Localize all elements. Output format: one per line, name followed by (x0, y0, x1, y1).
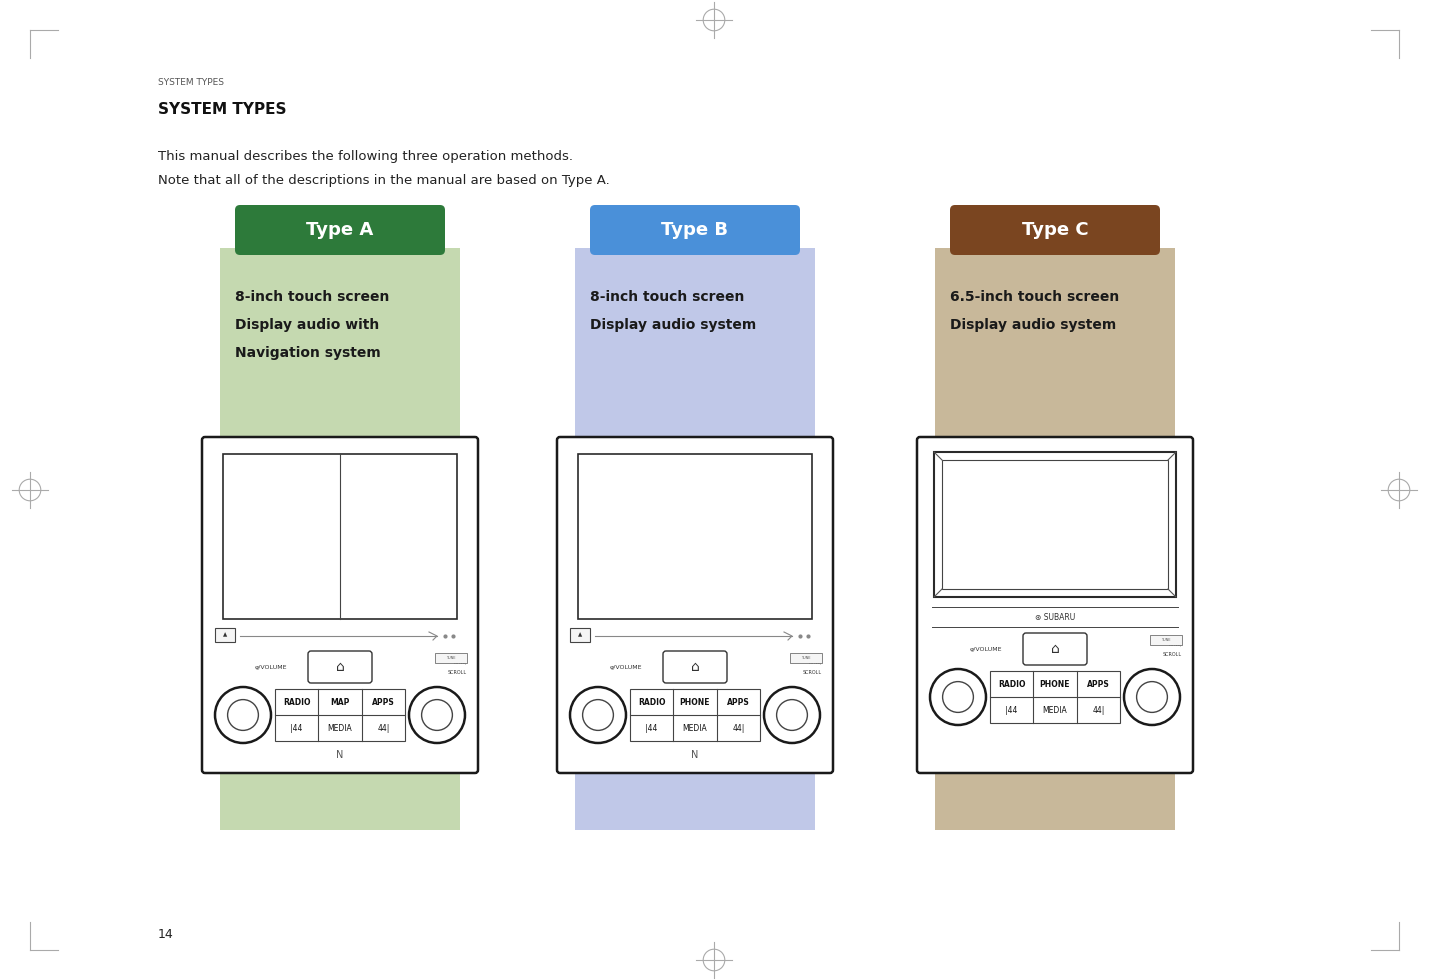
Text: |44: |44 (290, 723, 303, 732)
FancyBboxPatch shape (557, 437, 833, 773)
Text: ⌂: ⌂ (336, 660, 344, 674)
Bar (630, 689, 760, 741)
FancyBboxPatch shape (201, 437, 477, 773)
Bar (942, 460, 1167, 589)
FancyBboxPatch shape (590, 205, 800, 255)
Bar (220, 248, 460, 830)
Text: MEDIA: MEDIA (327, 723, 353, 732)
Text: APPS: APPS (372, 698, 394, 707)
Text: φ/VOLUME: φ/VOLUME (610, 664, 643, 669)
Text: |44: |44 (1006, 706, 1017, 714)
Text: N: N (692, 750, 699, 760)
Text: RADIO: RADIO (637, 698, 666, 707)
Text: ⊛ SUBARU: ⊛ SUBARU (1035, 612, 1075, 621)
Bar (990, 671, 1120, 723)
Text: φ/VOLUME: φ/VOLUME (970, 647, 1003, 652)
Text: SCROLL: SCROLL (803, 669, 822, 674)
Text: Type A: Type A (306, 221, 373, 239)
Text: RADIO: RADIO (997, 679, 1026, 689)
Text: ▲: ▲ (223, 632, 227, 638)
Text: MAP: MAP (330, 698, 350, 707)
Text: ⌂: ⌂ (690, 660, 699, 674)
Text: APPS: APPS (727, 698, 750, 707)
Text: φ/VOLUME: φ/VOLUME (254, 664, 287, 669)
Text: N: N (336, 750, 344, 760)
Text: SCROLL: SCROLL (1163, 652, 1182, 657)
Text: SCROLL: SCROLL (447, 669, 467, 674)
Text: Type C: Type C (1022, 221, 1089, 239)
FancyBboxPatch shape (309, 651, 372, 683)
Bar (935, 452, 1176, 597)
FancyBboxPatch shape (663, 651, 727, 683)
Text: This manual describes the following three operation methods.: This manual describes the following thre… (159, 150, 573, 163)
Text: Note that all of the descriptions in the manual are based on Type A.: Note that all of the descriptions in the… (159, 174, 610, 187)
Bar (223, 454, 457, 619)
FancyBboxPatch shape (917, 437, 1193, 773)
Text: ▲: ▲ (577, 632, 582, 638)
Bar (214, 628, 234, 642)
Text: Display audio system: Display audio system (950, 318, 1116, 332)
Text: 44|: 44| (377, 723, 390, 732)
Text: Display audio system: Display audio system (590, 318, 756, 332)
Text: APPS: APPS (1087, 679, 1110, 689)
Text: ⌂: ⌂ (1050, 642, 1059, 656)
Text: TUNE/: TUNE/ (807, 660, 822, 664)
Text: MEDIA: MEDIA (683, 723, 707, 732)
Text: PHONE: PHONE (1040, 679, 1070, 689)
Bar (577, 454, 812, 619)
Text: 44|: 44| (732, 723, 745, 732)
Bar (570, 628, 590, 642)
Text: Navigation system: Navigation system (234, 346, 380, 360)
Text: |44: |44 (646, 723, 657, 732)
Text: MEDIA: MEDIA (1043, 706, 1067, 714)
FancyBboxPatch shape (234, 205, 444, 255)
FancyBboxPatch shape (1023, 633, 1087, 665)
Bar (574, 248, 815, 830)
Text: RADIO: RADIO (283, 698, 310, 707)
Text: PHONE: PHONE (680, 698, 710, 707)
Text: Type B: Type B (662, 221, 729, 239)
Bar (790, 653, 822, 663)
Bar (935, 248, 1175, 830)
Text: TUNE: TUNE (446, 656, 456, 660)
Text: 44|: 44| (1092, 706, 1105, 714)
Text: SYSTEM TYPES: SYSTEM TYPES (159, 78, 224, 87)
Text: 8-inch touch screen: 8-inch touch screen (590, 290, 745, 304)
Text: 14: 14 (159, 928, 174, 941)
Bar (434, 653, 467, 663)
Text: TUNE: TUNE (1162, 638, 1170, 642)
Text: SYSTEM TYPES: SYSTEM TYPES (159, 102, 286, 117)
Bar (274, 689, 404, 741)
Text: TUNE/: TUNE/ (452, 660, 467, 664)
Text: 8-inch touch screen: 8-inch touch screen (234, 290, 389, 304)
Text: Display audio with: Display audio with (234, 318, 379, 332)
Text: TUNE/: TUNE/ (1167, 642, 1182, 647)
Text: TUNE: TUNE (802, 656, 810, 660)
Text: 6.5-inch touch screen: 6.5-inch touch screen (950, 290, 1119, 304)
Bar (1150, 635, 1182, 645)
FancyBboxPatch shape (950, 205, 1160, 255)
